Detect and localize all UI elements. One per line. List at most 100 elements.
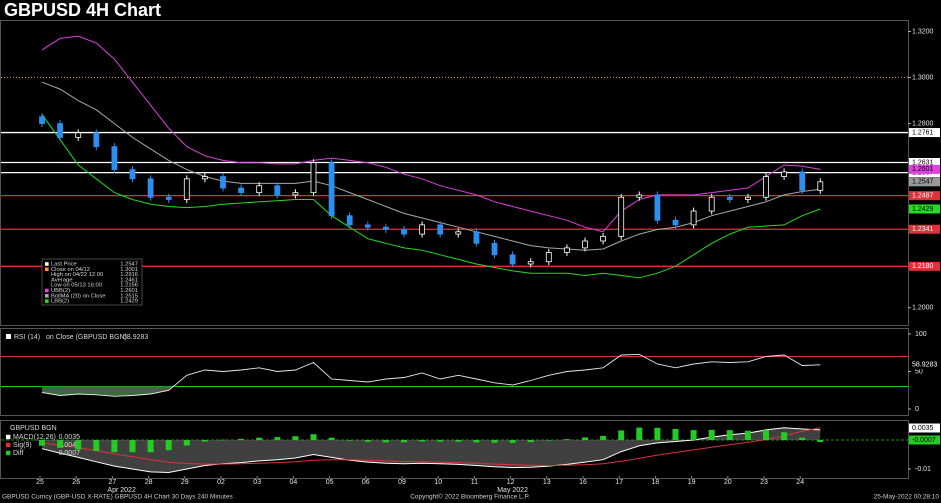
candle-body [75, 132, 82, 138]
legend-label: Close on 04/12 [51, 267, 90, 273]
candle-body [93, 132, 100, 148]
footer-right: 25-May-2022 00:28:10 [874, 494, 940, 501]
x-tick-label: 29 [181, 479, 189, 486]
level-label-box [909, 224, 940, 234]
level-label: 1.2487 [912, 192, 934, 199]
y-tick-label: 1.3000 [912, 74, 934, 81]
x-tick-label: 12 [507, 479, 515, 486]
macd-tag-box [909, 423, 940, 433]
month-label: May 2022 [497, 487, 528, 494]
candle-body [817, 181, 824, 191]
x-tick-label: 09 [398, 479, 406, 486]
diff-bar [147, 440, 154, 453]
x-tick-label: 17 [615, 479, 623, 486]
macd-tag: 0.0035 [912, 425, 934, 432]
candle-body [600, 235, 606, 242]
diff-bar [455, 440, 462, 442]
x-tick-label: 11 [471, 479, 478, 486]
legend-label: UBB(2) [51, 288, 70, 294]
diff-bar [201, 440, 208, 442]
price-tag-box [909, 177, 940, 187]
candle-body [328, 162, 335, 217]
legend-value: 0.0042 [59, 442, 81, 449]
rsi-subtitle: on Close (GBPUSD BGN) [46, 334, 127, 341]
legend-swatch [6, 434, 11, 440]
candle-body [690, 210, 697, 226]
diff-bar [111, 440, 118, 453]
candle-body [346, 215, 353, 226]
diff-bar [274, 437, 281, 441]
level-label-box [909, 128, 940, 138]
x-tick-label: 02 [217, 479, 225, 486]
legend-label: Last Price [51, 262, 77, 268]
legend-label: High on 04/22 12:00 [51, 272, 103, 278]
x-tick-label: 23 [760, 479, 768, 486]
footer-center: Copyright© 2022 Bloomberg Finance L.P. [410, 493, 530, 501]
macd-line [41, 427, 821, 467]
candle-body [763, 176, 769, 198]
legend-label: Diff [13, 450, 23, 457]
rsi-line [41, 353, 821, 397]
rsi-title: RSI (14) [14, 334, 40, 341]
diff-bar [636, 427, 643, 441]
macd-title: GBPUSD BGN [10, 425, 57, 432]
candle-body [238, 187, 245, 194]
legend-value: 0.0035 [59, 434, 81, 441]
x-tick-label: 28 [145, 479, 153, 486]
candle-body [129, 169, 136, 180]
x-tick-label: 05 [326, 479, 334, 486]
level-label: 1.2341 [912, 226, 934, 233]
footer-left: GBPUSD Curncy (GBP-USD X-RATE) GBPUSD 4H… [2, 494, 233, 501]
macd-tag: -0.0007 [912, 437, 936, 444]
y-tick-label: 50 [915, 368, 923, 375]
diff-bar [744, 430, 751, 441]
candle-body [437, 224, 444, 235]
macd-area [42, 427, 821, 473]
legend-swatch [6, 450, 11, 456]
plot: 25 26 27 28 29 02 03 04 05 06 09 10 11 12 13 16 17 18 19 20… [1, 28, 940, 494]
macd-tag-box [909, 435, 940, 445]
candle-body [509, 254, 516, 265]
price-tag: 1.2547 [912, 179, 934, 186]
diff-bar [582, 437, 588, 441]
candle-body [708, 196, 715, 212]
legend-box [41, 258, 143, 306]
candle-body [220, 176, 226, 189]
x-tick-label: 10 [434, 479, 442, 486]
diff-bar [165, 440, 172, 451]
level-label: 1.2761 [912, 129, 934, 136]
candle-body [382, 226, 389, 230]
diff-bar [328, 437, 335, 441]
band-line [41, 114, 821, 279]
candle-body [618, 196, 625, 237]
legend-value: 1.3001 [120, 267, 138, 273]
x-tick-label: 16 [579, 479, 587, 486]
price-tag-box [909, 204, 940, 214]
diff-bar [220, 439, 226, 441]
legend-value: 1.2601 [120, 288, 138, 294]
oversold-area [42, 386, 821, 397]
legend-swatch [45, 262, 49, 266]
diff-bar [256, 437, 263, 441]
diff-bar [817, 440, 824, 443]
candle-body [274, 185, 281, 196]
y-tick-label: 0 [915, 406, 919, 413]
x-tick-label: 13 [543, 479, 551, 486]
legend-swatch [45, 294, 49, 298]
diff-bar [346, 440, 353, 441]
candle-body [201, 176, 208, 180]
diff-bar [690, 430, 697, 441]
candle-body [310, 162, 317, 194]
x-tick-label: 18 [652, 479, 660, 486]
legend-value: 1.2461 [120, 277, 138, 283]
diff-bar [491, 440, 498, 443]
diff-bar [364, 440, 371, 442]
price-tag: 1.2601 [912, 166, 934, 173]
diff-bar [292, 436, 299, 441]
diff-bar [763, 430, 769, 441]
candle-body [726, 196, 733, 200]
candle-body [183, 178, 190, 200]
diff-bar [310, 434, 317, 441]
diff-bar [129, 440, 136, 453]
candle-body [745, 196, 751, 200]
